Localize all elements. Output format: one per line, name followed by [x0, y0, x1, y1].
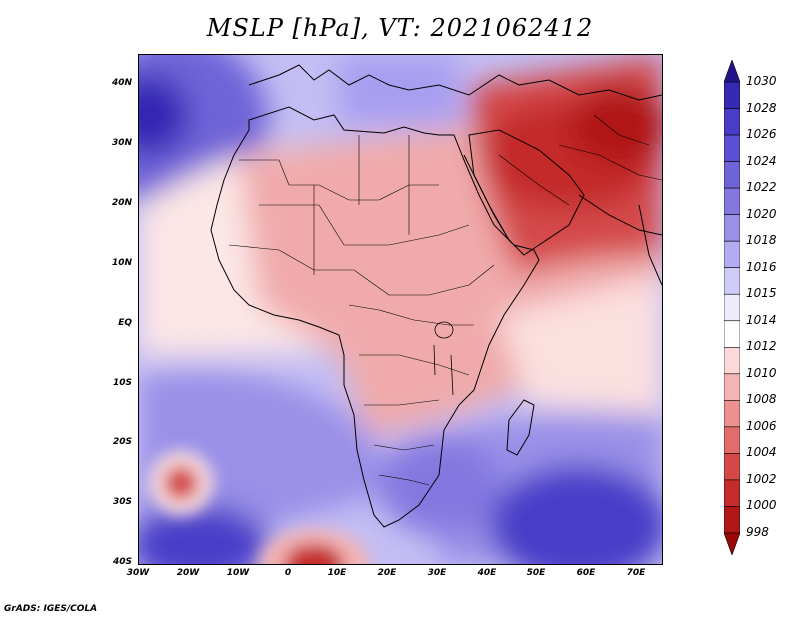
colorbar-level-label: 1026 — [746, 127, 777, 142]
colorbar-swatch — [724, 320, 740, 348]
colorbar-swatch — [724, 506, 740, 534]
colorbar-level-label: 1022 — [746, 180, 777, 195]
colorbar-level-label: 1010 — [746, 365, 777, 380]
lon-label-40e: 40E — [477, 568, 497, 578]
colorbar-swatch — [724, 373, 740, 401]
coastlines — [210, 64, 662, 528]
colorbar-level-label: 1020 — [746, 206, 777, 221]
lon-label-20w: 20W — [176, 568, 200, 578]
lakes — [433, 321, 454, 396]
colorbar-swatch — [724, 400, 740, 428]
lon-label-30e: 30E — [427, 568, 447, 578]
pressure-map — [138, 54, 663, 565]
colorbar-swatch — [724, 108, 740, 136]
colorbar-level-label: 1024 — [746, 153, 777, 168]
colorbar-swatch — [724, 479, 740, 507]
lon-label-70e: 70E — [626, 568, 646, 578]
pressure-shading — [139, 55, 662, 564]
lat-label-10s: 10S — [112, 378, 132, 388]
colorbar-swatch — [724, 240, 740, 269]
country-borders — [228, 114, 662, 486]
colorbar-swatch — [724, 426, 740, 454]
lat-label-eq: EQ — [118, 318, 132, 328]
lon-label-50e: 50E — [526, 568, 546, 578]
colorbar-swatch — [724, 214, 740, 242]
colorbar-level-label: 1000 — [746, 498, 777, 513]
colorbar-swatch — [724, 187, 740, 215]
colorbar-swatch — [724, 293, 740, 322]
colorbar — [724, 60, 740, 555]
lon-label-10w: 10W — [226, 568, 250, 578]
colorbar-level-label: 1002 — [746, 471, 777, 486]
lon-label-60e: 60E — [576, 568, 596, 578]
colorbar-swatch — [724, 453, 740, 481]
colorbar-swatch — [724, 81, 740, 109]
colorbar-level-label: 998 — [746, 525, 769, 539]
lat-label-10n: 10N — [111, 258, 132, 268]
lat-label-40s: 40S — [112, 557, 132, 567]
lat-label-20s: 20S — [112, 437, 132, 447]
colorbar-level-label: 1030 — [746, 74, 777, 88]
colorbar-swatch — [724, 161, 740, 189]
map-title: MSLP [hPa], VT: 2021062412 — [206, 14, 594, 42]
grads-credit: GrADS: IGES/COLA — [4, 604, 98, 614]
lon-label-30w: 30W — [126, 568, 150, 578]
colorbar-level-label: 1004 — [746, 445, 777, 460]
lat-label-30s: 30S — [112, 497, 132, 507]
colorbar-level-label: 1016 — [746, 259, 777, 274]
colorbar-swatch — [724, 267, 740, 295]
colorbar-level-label: 1015 — [746, 286, 777, 301]
lat-label-20n: 20N — [111, 198, 132, 208]
lat-label-30n: 30N — [111, 138, 132, 148]
lat-label-40n: 40N — [111, 78, 132, 88]
colorbar-bottom-arrow — [724, 532, 740, 555]
colorbar-level-label: 1006 — [746, 418, 777, 433]
colorbar-top-arrow — [724, 60, 740, 83]
lon-label-0: 0 — [284, 568, 292, 578]
lon-label-20e: 20E — [377, 568, 397, 578]
colorbar-level-label: 1014 — [746, 312, 777, 327]
pressure-field — [139, 55, 662, 564]
colorbar-swatch — [724, 134, 740, 162]
cutoff-lows — [149, 451, 369, 564]
lon-label-10e: 10E — [327, 568, 347, 578]
colorbar-level-label: 1028 — [746, 100, 777, 115]
colorbar-level-label: 1008 — [746, 392, 777, 407]
colorbar-level-label: 1012 — [746, 339, 777, 354]
colorbar-level-label: 1018 — [746, 233, 777, 248]
colorbar-swatch — [724, 346, 740, 375]
